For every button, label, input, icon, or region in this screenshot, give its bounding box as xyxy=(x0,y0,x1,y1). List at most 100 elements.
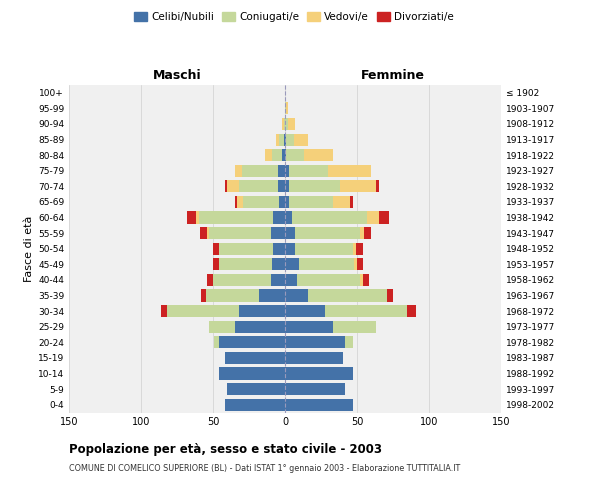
Bar xyxy=(285,383,346,395)
Bar xyxy=(187,212,285,224)
Text: Femmine: Femmine xyxy=(361,69,425,82)
Bar xyxy=(227,383,285,395)
Bar xyxy=(285,118,295,130)
Bar xyxy=(285,242,295,255)
Bar xyxy=(285,196,353,208)
Bar xyxy=(239,180,285,192)
Bar xyxy=(285,352,343,364)
Text: COMUNE DI COMELICO SUPERIORE (BL) - Dati ISTAT 1° gennaio 2003 - Elaborazione TU: COMUNE DI COMELICO SUPERIORE (BL) - Dati… xyxy=(69,464,460,473)
Bar xyxy=(285,290,393,302)
Bar xyxy=(167,305,285,317)
Bar xyxy=(285,164,371,177)
Bar xyxy=(209,320,285,333)
Bar xyxy=(213,258,285,270)
Bar xyxy=(209,227,285,239)
Bar xyxy=(285,242,356,255)
Bar xyxy=(285,180,340,192)
Bar xyxy=(219,258,285,270)
Bar xyxy=(274,212,285,224)
Bar xyxy=(224,352,285,364)
Bar xyxy=(219,242,285,255)
Bar xyxy=(285,398,353,411)
Bar xyxy=(272,258,285,270)
Bar xyxy=(285,290,387,302)
Bar xyxy=(202,290,285,302)
Bar xyxy=(209,320,285,333)
Bar xyxy=(224,180,285,192)
Bar xyxy=(285,274,368,286)
Bar xyxy=(235,164,285,177)
Bar xyxy=(285,180,289,192)
Bar xyxy=(235,164,285,177)
Bar xyxy=(285,258,363,270)
Bar xyxy=(224,398,285,411)
Bar xyxy=(227,180,285,192)
Text: Maschi: Maschi xyxy=(152,69,202,82)
Bar xyxy=(285,227,360,239)
Y-axis label: Fasce di età: Fasce di età xyxy=(24,216,34,282)
Bar xyxy=(285,336,353,348)
Bar xyxy=(285,398,353,411)
Bar xyxy=(161,305,285,317)
Bar xyxy=(219,368,285,380)
Bar xyxy=(271,227,285,239)
Bar xyxy=(272,149,285,162)
Bar xyxy=(285,196,332,208)
Bar xyxy=(219,368,285,380)
Bar xyxy=(285,134,308,145)
Bar xyxy=(285,180,379,192)
Bar xyxy=(285,149,332,162)
Bar xyxy=(207,227,285,239)
Bar xyxy=(285,212,379,224)
Bar xyxy=(282,149,285,162)
Bar xyxy=(285,320,332,333)
Bar xyxy=(224,352,285,364)
Bar xyxy=(235,320,285,333)
Bar xyxy=(285,305,416,317)
Bar xyxy=(282,118,285,130)
Legend: Celibi/Nubili, Coniugati/e, Vedovi/e, Divorziati/e: Celibi/Nubili, Coniugati/e, Vedovi/e, Di… xyxy=(130,8,458,26)
Bar xyxy=(259,290,285,302)
Bar xyxy=(285,383,346,395)
Bar xyxy=(285,290,387,302)
Bar xyxy=(285,258,357,270)
Bar xyxy=(285,196,350,208)
Bar xyxy=(213,274,285,286)
Bar xyxy=(219,368,285,380)
Bar xyxy=(285,305,407,317)
Bar xyxy=(167,305,285,317)
Bar xyxy=(214,336,285,348)
Bar xyxy=(285,212,367,224)
Bar xyxy=(271,274,285,286)
Bar xyxy=(285,352,343,364)
Bar xyxy=(274,242,285,255)
Bar xyxy=(285,164,371,177)
Bar xyxy=(285,227,371,239)
Bar xyxy=(285,164,289,177)
Bar xyxy=(224,398,285,411)
Bar xyxy=(277,134,285,145)
Bar xyxy=(285,320,376,333)
Bar xyxy=(284,118,285,130)
Bar xyxy=(285,274,296,286)
Bar xyxy=(285,242,353,255)
Bar xyxy=(227,383,285,395)
Bar xyxy=(219,242,285,255)
Bar xyxy=(265,149,285,162)
Bar xyxy=(285,258,354,270)
Bar xyxy=(285,102,288,115)
Bar xyxy=(285,149,286,162)
Bar xyxy=(285,336,346,348)
Bar xyxy=(200,227,285,239)
Bar xyxy=(285,102,286,115)
Bar xyxy=(219,258,285,270)
Text: Popolazione per età, sesso e stato civile - 2003: Popolazione per età, sesso e stato civil… xyxy=(69,442,382,456)
Bar xyxy=(219,368,285,380)
Bar xyxy=(285,102,288,115)
Bar xyxy=(285,149,304,162)
Bar xyxy=(285,368,353,380)
Bar xyxy=(285,274,363,286)
Bar xyxy=(235,196,285,208)
Bar xyxy=(243,196,285,208)
Bar xyxy=(285,227,364,239)
